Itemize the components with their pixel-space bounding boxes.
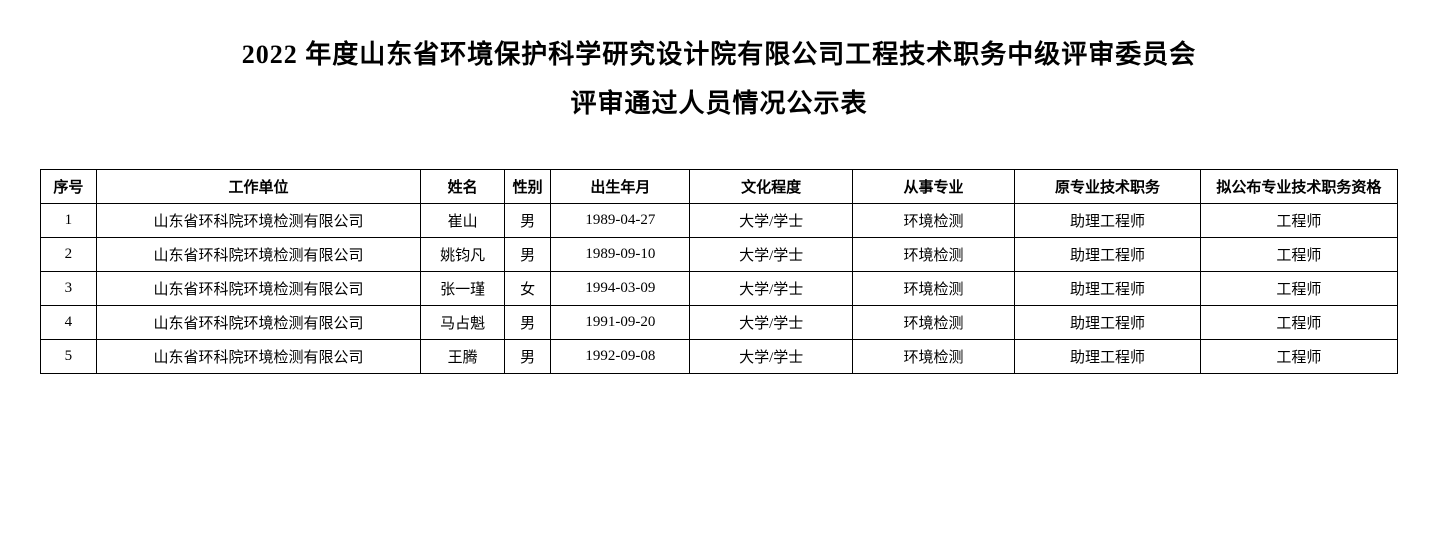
cell-index: 2 — [41, 237, 97, 271]
cell-prev: 助理工程师 — [1015, 339, 1201, 373]
table-header-row: 序号 工作单位 姓名 性别 出生年月 文化程度 从事专业 原专业技术职务 拟公布… — [41, 169, 1398, 203]
cell-name: 姚钧凡 — [421, 237, 505, 271]
cell-new: 工程师 — [1200, 203, 1397, 237]
cell-major: 环境检测 — [852, 203, 1014, 237]
table-row: 5 山东省环科院环境检测有限公司 王腾 男 1992-09-08 大学/学士 环… — [41, 339, 1398, 373]
cell-dob: 1992-09-08 — [551, 339, 690, 373]
cell-major: 环境检测 — [852, 339, 1014, 373]
cell-company: 山东省环科院环境检测有限公司 — [96, 305, 421, 339]
cell-company: 山东省环科院环境检测有限公司 — [96, 271, 421, 305]
cell-new: 工程师 — [1200, 237, 1397, 271]
cell-gender: 男 — [504, 203, 550, 237]
col-header-company: 工作单位 — [96, 169, 421, 203]
cell-dob: 1994-03-09 — [551, 271, 690, 305]
cell-prev: 助理工程师 — [1015, 237, 1201, 271]
cell-index: 4 — [41, 305, 97, 339]
cell-name: 张一瑾 — [421, 271, 505, 305]
cell-edu: 大学/学士 — [690, 237, 852, 271]
table-row: 1 山东省环科院环境检测有限公司 崔山 男 1989-04-27 大学/学士 环… — [41, 203, 1398, 237]
cell-major: 环境检测 — [852, 271, 1014, 305]
document-title: 2022 年度山东省环境保护科学研究设计院有限公司工程技术职务中级评审委员会 评… — [40, 30, 1398, 129]
cell-major: 环境检测 — [852, 305, 1014, 339]
cell-dob: 1991-09-20 — [551, 305, 690, 339]
col-header-prev: 原专业技术职务 — [1015, 169, 1201, 203]
table-row: 4 山东省环科院环境检测有限公司 马占魁 男 1991-09-20 大学/学士 … — [41, 305, 1398, 339]
col-header-new: 拟公布专业技术职务资格 — [1200, 169, 1397, 203]
cell-company: 山东省环科院环境检测有限公司 — [96, 237, 421, 271]
cell-index: 5 — [41, 339, 97, 373]
cell-edu: 大学/学士 — [690, 339, 852, 373]
col-header-name: 姓名 — [421, 169, 505, 203]
cell-company: 山东省环科院环境检测有限公司 — [96, 339, 421, 373]
cell-prev: 助理工程师 — [1015, 203, 1201, 237]
cell-new: 工程师 — [1200, 271, 1397, 305]
table-row: 2 山东省环科院环境检测有限公司 姚钧凡 男 1989-09-10 大学/学士 … — [41, 237, 1398, 271]
cell-edu: 大学/学士 — [690, 203, 852, 237]
cell-gender: 男 — [504, 237, 550, 271]
cell-edu: 大学/学士 — [690, 305, 852, 339]
col-header-dob: 出生年月 — [551, 169, 690, 203]
cell-new: 工程师 — [1200, 305, 1397, 339]
cell-name: 崔山 — [421, 203, 505, 237]
cell-name: 马占魁 — [421, 305, 505, 339]
cell-dob: 1989-04-27 — [551, 203, 690, 237]
cell-gender: 男 — [504, 305, 550, 339]
title-line-1: 2022 年度山东省环境保护科学研究设计院有限公司工程技术职务中级评审委员会 — [40, 30, 1398, 79]
cell-gender: 男 — [504, 339, 550, 373]
col-header-edu: 文化程度 — [690, 169, 852, 203]
cell-gender: 女 — [504, 271, 550, 305]
cell-index: 3 — [41, 271, 97, 305]
col-header-index: 序号 — [41, 169, 97, 203]
cell-company: 山东省环科院环境检测有限公司 — [96, 203, 421, 237]
personnel-table: 序号 工作单位 姓名 性别 出生年月 文化程度 从事专业 原专业技术职务 拟公布… — [40, 169, 1398, 374]
cell-name: 王腾 — [421, 339, 505, 373]
table-row: 3 山东省环科院环境检测有限公司 张一瑾 女 1994-03-09 大学/学士 … — [41, 271, 1398, 305]
title-line-2: 评审通过人员情况公示表 — [40, 79, 1398, 128]
col-header-gender: 性别 — [504, 169, 550, 203]
cell-index: 1 — [41, 203, 97, 237]
cell-new: 工程师 — [1200, 339, 1397, 373]
cell-prev: 助理工程师 — [1015, 305, 1201, 339]
cell-dob: 1989-09-10 — [551, 237, 690, 271]
col-header-major: 从事专业 — [852, 169, 1014, 203]
cell-major: 环境检测 — [852, 237, 1014, 271]
cell-prev: 助理工程师 — [1015, 271, 1201, 305]
cell-edu: 大学/学士 — [690, 271, 852, 305]
